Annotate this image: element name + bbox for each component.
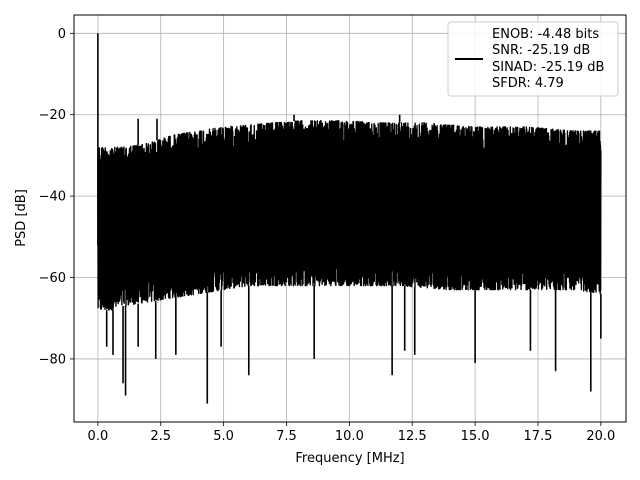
y-tick-label: −80 [39, 352, 66, 367]
x-tick-label: 20.0 [586, 429, 615, 444]
x-tick-label: 0.0 [88, 429, 109, 444]
x-tick-label: 2.5 [150, 429, 171, 444]
y-tick-label: −40 [39, 190, 66, 205]
y-axis-label: PSD [dB] [14, 189, 29, 247]
legend-sinad: SINAD: -25.19 dB [492, 60, 604, 75]
legend-enob: ENOB: -4.48 bits [492, 27, 599, 42]
legend: ENOB: -4.48 bits SNR: -25.19 dB SINAD: -… [447, 21, 619, 97]
x-tick-label: 10.0 [335, 429, 364, 444]
axis-ticks: 0.0 2.5 5.0 7.5 10.0 12.5 15.0 17.5 20.0 0 −20 −40 −… [39, 27, 616, 444]
legend-sfdr: SFDR: 4.79 [492, 76, 564, 91]
x-tick-label: 7.5 [276, 429, 297, 444]
y-tick-label: −20 [39, 108, 66, 123]
y-tick-label: −60 [39, 271, 66, 286]
plot-frame [73, 14, 627, 423]
x-tick-label: 12.5 [398, 429, 427, 444]
x-tick-label: 15.0 [461, 429, 490, 444]
psd-trace [97, 33, 602, 404]
x-axis-label: Frequency [MHz] [295, 451, 404, 466]
legend-box [447, 21, 619, 97]
psd-trace-line [97, 120, 602, 311]
x-tick-label: 17.5 [524, 429, 553, 444]
y-tick-label: 0 [58, 27, 66, 42]
legend-snr: SNR: -25.19 dB [492, 43, 590, 58]
x-tick-label: 5.0 [213, 429, 234, 444]
